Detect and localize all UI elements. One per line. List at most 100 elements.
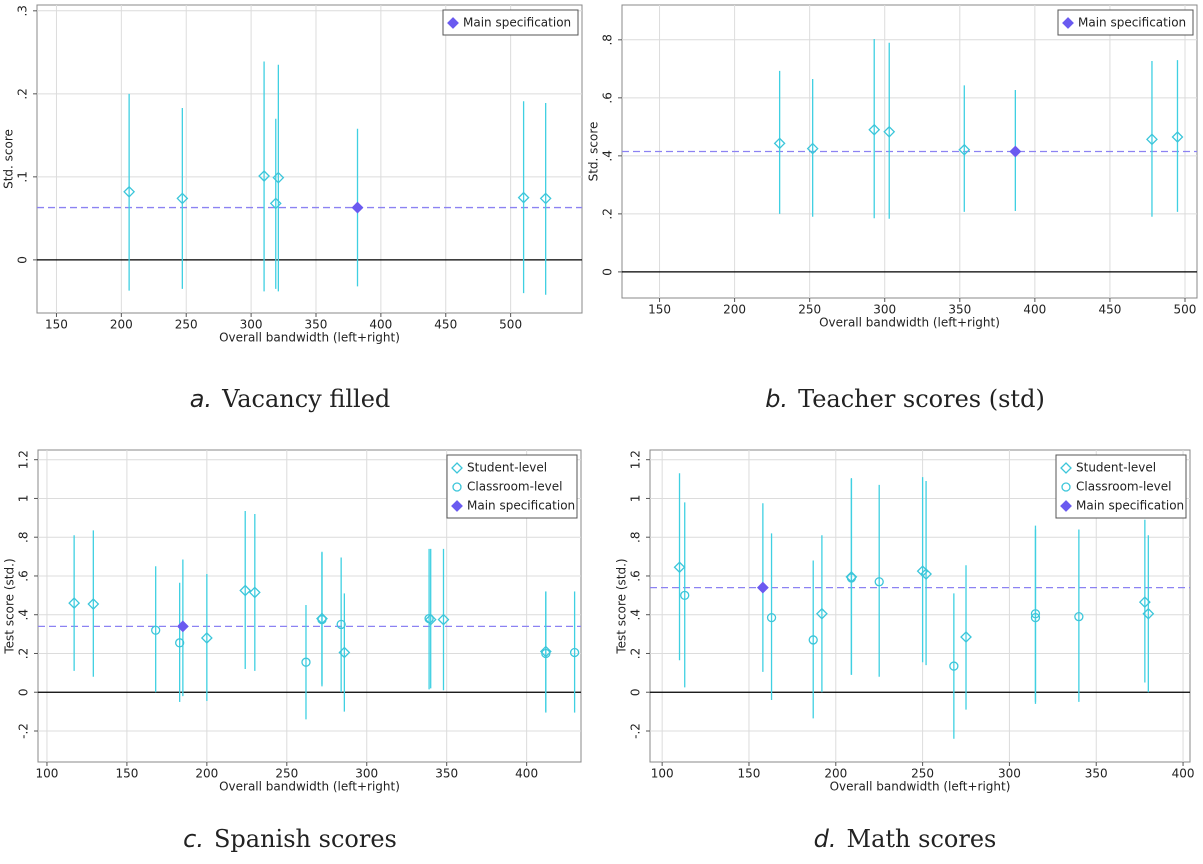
marker bbox=[539, 192, 552, 205]
x-tick-label: 150 bbox=[738, 767, 761, 781]
marker bbox=[301, 657, 311, 667]
caption-text: Teacher scores (std) bbox=[798, 385, 1045, 413]
x-tick-label: 200 bbox=[110, 318, 133, 332]
caption-text: Vacancy filled bbox=[221, 385, 390, 413]
x-tick-label: 100 bbox=[651, 767, 674, 781]
marker bbox=[437, 613, 450, 626]
marker bbox=[1142, 607, 1155, 620]
y-tick-label: .4 bbox=[17, 609, 31, 620]
y-tick-label: 1 bbox=[17, 495, 31, 503]
marker bbox=[269, 197, 282, 210]
y-tick-label: .4 bbox=[629, 609, 643, 620]
caption-label: a. bbox=[190, 385, 212, 413]
x-tick-label: 150 bbox=[45, 318, 68, 332]
marker bbox=[960, 631, 972, 643]
y-axis-title: Std. score bbox=[2, 129, 16, 189]
x-tick-label: 150 bbox=[648, 303, 671, 317]
marker bbox=[541, 648, 551, 659]
legend-label: Student-level bbox=[1076, 461, 1156, 475]
y-tick-label: .2 bbox=[17, 648, 31, 659]
caption-label: c. bbox=[183, 825, 204, 853]
x-tick-label: 350 bbox=[435, 767, 458, 781]
marker bbox=[447, 17, 459, 29]
y-tick-label: .8 bbox=[17, 531, 31, 542]
marker bbox=[539, 645, 552, 658]
y-tick-label: .2 bbox=[629, 648, 643, 659]
legend-label: Classroom-level bbox=[467, 480, 562, 494]
legend-label: Main specification bbox=[1076, 499, 1184, 513]
marker bbox=[846, 573, 857, 583]
marker bbox=[815, 607, 828, 620]
x-tick-label: 500 bbox=[499, 318, 522, 332]
marker bbox=[1030, 612, 1041, 623]
x-axis-title: Overall bandwidth (left+right) bbox=[219, 331, 400, 345]
marker bbox=[258, 170, 271, 182]
legend-label: Student-level bbox=[467, 461, 547, 475]
x-tick-label: 350 bbox=[305, 318, 328, 332]
y-tick-label: 1 bbox=[629, 495, 643, 503]
y-tick-label: 0 bbox=[17, 688, 31, 696]
x-tick-label: 500 bbox=[1174, 303, 1197, 317]
x-axis-title: Overall bandwidth (left+right) bbox=[819, 316, 1000, 330]
marker bbox=[248, 586, 261, 599]
marker bbox=[424, 613, 434, 624]
y-tick-label: .8 bbox=[629, 531, 643, 542]
marker bbox=[200, 632, 213, 644]
y-tick-label: 0 bbox=[601, 268, 615, 276]
caption-label: b. bbox=[765, 385, 788, 413]
marker bbox=[338, 646, 351, 659]
marker bbox=[1009, 145, 1022, 158]
x-tick-label: 100 bbox=[36, 767, 59, 781]
marker bbox=[868, 123, 881, 136]
y-tick-label: .1 bbox=[16, 171, 30, 182]
plot-area bbox=[36, 4, 583, 314]
marker bbox=[808, 635, 818, 645]
x-tick-label: 250 bbox=[275, 767, 298, 781]
marker bbox=[874, 577, 884, 587]
marker bbox=[949, 661, 959, 671]
marker bbox=[452, 482, 462, 492]
y-tick-label: .3 bbox=[15, 5, 29, 16]
x-tick-label: 200 bbox=[195, 767, 218, 781]
marker bbox=[756, 581, 769, 594]
marker bbox=[1061, 482, 1071, 492]
legend bbox=[442, 9, 579, 36]
x-tick-label: 350 bbox=[1085, 767, 1108, 781]
x-tick-label: 450 bbox=[434, 318, 457, 332]
marker bbox=[68, 597, 81, 610]
marker bbox=[424, 613, 437, 626]
legend-label: Main specification bbox=[1078, 16, 1186, 30]
y-tick-label: .6 bbox=[629, 570, 643, 581]
marker bbox=[239, 584, 252, 597]
legend bbox=[446, 454, 578, 519]
marker bbox=[1146, 133, 1158, 146]
marker bbox=[766, 612, 777, 623]
marker bbox=[176, 620, 189, 633]
y-axis-title: Test score (std.) bbox=[3, 558, 17, 654]
x-tick-label: 200 bbox=[723, 303, 746, 317]
marker bbox=[1060, 500, 1072, 512]
x-axis-title: Overall bandwidth (left+right) bbox=[219, 780, 400, 794]
y-tick-label: .8 bbox=[601, 34, 615, 45]
caption: b. Teacher scores (std) bbox=[765, 385, 1045, 414]
y-tick-label: .6 bbox=[601, 92, 615, 103]
x-axis-title: Overall bandwidth (left+right) bbox=[830, 780, 1011, 794]
marker bbox=[883, 125, 896, 138]
x-tick-label: 300 bbox=[998, 767, 1021, 781]
x-tick-label: 300 bbox=[240, 318, 263, 332]
x-tick-label: 450 bbox=[1098, 303, 1121, 317]
marker bbox=[569, 647, 580, 658]
legend-label: Main specification bbox=[463, 16, 571, 30]
y-tick-label: 0 bbox=[16, 256, 30, 264]
marker bbox=[1060, 462, 1072, 474]
marker bbox=[451, 462, 463, 474]
caption-text: Math scores bbox=[847, 825, 997, 853]
y-tick-label: 1.2 bbox=[629, 450, 643, 469]
y-tick-label: .6 bbox=[17, 570, 31, 581]
marker bbox=[806, 142, 819, 155]
legend-label: Main specification bbox=[467, 499, 575, 513]
caption: a. Vacancy filled bbox=[190, 385, 391, 414]
marker bbox=[1171, 131, 1184, 143]
marker bbox=[151, 625, 161, 635]
